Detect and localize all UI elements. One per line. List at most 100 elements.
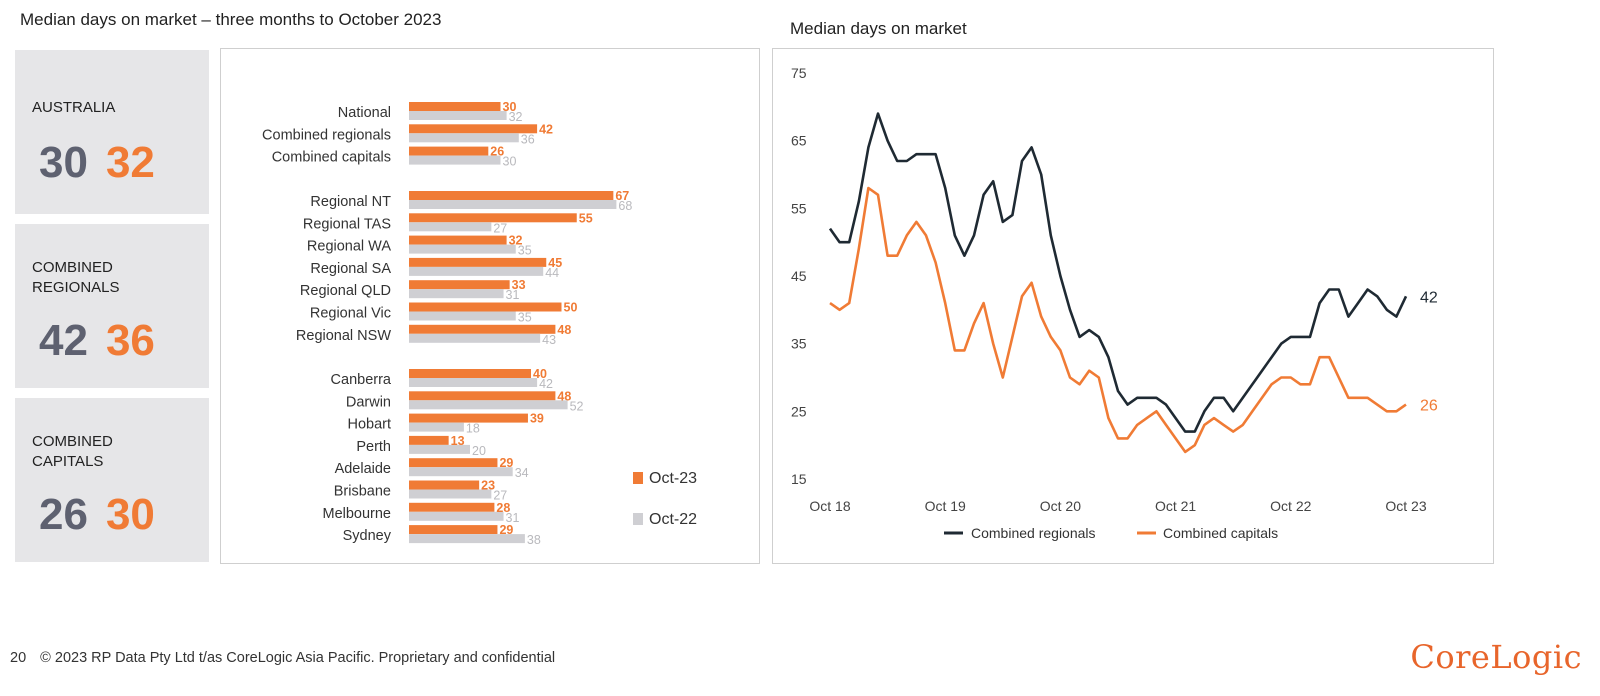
stat-box-combined-capitals: COMBINED CAPITALS 26 30 bbox=[15, 398, 209, 562]
y-tick-label: 55 bbox=[791, 200, 807, 216]
data-label-oct22: 31 bbox=[506, 288, 520, 302]
y-tick-label: 35 bbox=[791, 336, 807, 352]
data-label-oct23: 29 bbox=[499, 456, 513, 470]
page-number: 20 bbox=[10, 650, 27, 666]
y-tick-label: 45 bbox=[791, 268, 807, 284]
data-label-oct22: 18 bbox=[466, 422, 480, 436]
data-label-oct22: 31 bbox=[506, 511, 520, 525]
copyright-text: © 2023 RP Data Pty Ltd t/as CoreLogic As… bbox=[40, 650, 556, 666]
stat-value-oct23: 36 bbox=[105, 316, 155, 365]
series-line-combined-regionals bbox=[828, 112, 1408, 433]
y-tick-label: 25 bbox=[791, 403, 807, 419]
data-label-oct23: 48 bbox=[557, 323, 571, 337]
bar-oct23 bbox=[409, 324, 556, 334]
legend-label-oct23: Oct-23 bbox=[649, 470, 697, 487]
legend-swatch-oct23 bbox=[633, 472, 643, 484]
series-line-combined-capitals bbox=[829, 186, 1407, 454]
data-label-oct23: 67 bbox=[615, 189, 629, 203]
right-title: Median days on market bbox=[790, 19, 967, 38]
category-label: National bbox=[338, 105, 391, 121]
bar-oct23 bbox=[409, 146, 489, 156]
stat-value-oct23: 32 bbox=[105, 138, 155, 187]
bar-oct22 bbox=[409, 111, 507, 120]
category-label: Regional TAS bbox=[303, 216, 391, 232]
data-label-oct23: 28 bbox=[496, 501, 510, 515]
data-label-oct23: 32 bbox=[509, 234, 523, 248]
category-label: Regional NSW bbox=[296, 328, 391, 344]
left-title: Median days on market – three months to … bbox=[20, 10, 442, 29]
legend-label-combined-capitals: Combined capitals bbox=[1163, 525, 1278, 541]
category-label: Regional WA bbox=[307, 239, 391, 255]
data-label-oct23: 42 bbox=[539, 122, 553, 136]
footer: 20 © 2023 RP Data Pty Ltd t/as CoreLogic… bbox=[10, 650, 555, 666]
category-label: Brisbane bbox=[334, 484, 391, 500]
stat-box-australia: AUSTRALIA 30 32 bbox=[15, 50, 209, 214]
legend-label-combined-regionals: Combined regionals bbox=[971, 525, 1096, 541]
data-label-oct23: 39 bbox=[530, 412, 544, 426]
data-label-oct23: 29 bbox=[499, 523, 513, 537]
data-label-oct22: 43 bbox=[542, 333, 556, 347]
bar-oct23 bbox=[409, 257, 547, 267]
line-chart-panel: 15 25 35 45 55 65 75 Oct 18 Oct 19 Oct 20 Oct 21 Oc… bbox=[772, 48, 1494, 564]
bar-chart-panel: National 30 32 Combined regionals 42 36 Combin… bbox=[220, 48, 760, 564]
bar-oct22 bbox=[409, 511, 504, 521]
category-label: Sydney bbox=[343, 528, 392, 544]
bar-oct22 bbox=[409, 200, 617, 209]
category-label: Regional NT bbox=[310, 194, 391, 210]
category-label: Adelaide bbox=[335, 461, 391, 477]
bar-oct23 bbox=[409, 391, 556, 401]
data-label-oct22: 42 bbox=[539, 377, 553, 391]
x-tick-label: Oct 19 bbox=[925, 498, 966, 514]
bar-oct23 bbox=[409, 525, 498, 535]
bar-oct23 bbox=[409, 480, 480, 490]
data-label-oct22: 32 bbox=[509, 110, 523, 124]
data-label-oct22: 35 bbox=[518, 311, 532, 325]
bar-oct22 bbox=[409, 378, 538, 387]
bar-oct23 bbox=[409, 213, 577, 223]
x-tick-label: Oct 23 bbox=[1385, 498, 1426, 514]
data-label-oct22: 44 bbox=[545, 266, 559, 280]
data-label-oct22: 36 bbox=[521, 132, 535, 146]
data-label-oct23: 40 bbox=[533, 367, 547, 381]
bar-oct22 bbox=[409, 266, 544, 276]
stat-label: COMBINED CAPITALS bbox=[32, 433, 113, 470]
stat-values: 26 30 bbox=[39, 490, 155, 540]
bar-oct23 bbox=[409, 124, 538, 134]
bar-oct22 bbox=[409, 489, 492, 499]
stat-value-oct22: 42 bbox=[39, 316, 88, 365]
x-tick-label: Oct 18 bbox=[809, 498, 850, 514]
data-label-oct22: 27 bbox=[493, 221, 507, 235]
stat-label: COMBINED REGIONALS bbox=[32, 259, 120, 296]
data-label-oct23: 33 bbox=[512, 278, 526, 292]
stat-value-oct22: 30 bbox=[39, 138, 88, 187]
data-label-oct22: 34 bbox=[515, 466, 529, 480]
stat-label: AUSTRALIA bbox=[32, 99, 116, 116]
bar-oct23 bbox=[409, 502, 495, 512]
end-label: 42 bbox=[1420, 289, 1438, 306]
category-label: Melbourne bbox=[322, 506, 391, 522]
line-chart: 15 25 35 45 55 65 75 Oct 18 Oct 19 Oct 20 Oct 21 Oc… bbox=[791, 65, 1438, 541]
bar-oct22 bbox=[409, 311, 516, 321]
data-label-oct23: 13 bbox=[451, 434, 465, 448]
legend-swatch-oct22 bbox=[633, 513, 643, 525]
stat-box-combined-regionals: COMBINED REGIONALS 42 36 bbox=[15, 224, 209, 388]
x-tick-label: Oct 22 bbox=[1270, 498, 1311, 514]
bar-oct22 bbox=[409, 155, 501, 165]
bar-oct22 bbox=[409, 444, 470, 454]
data-label-oct22: 52 bbox=[570, 399, 584, 413]
data-label-oct23: 50 bbox=[564, 301, 578, 315]
data-label-oct23: 45 bbox=[548, 256, 562, 270]
stat-value-oct22: 26 bbox=[39, 490, 88, 539]
bar-oct23 bbox=[409, 302, 562, 312]
stat-values: 30 32 bbox=[39, 138, 155, 188]
category-label: Regional Vic bbox=[310, 306, 391, 322]
category-label: Canberra bbox=[331, 372, 392, 388]
bar-oct23 bbox=[409, 435, 449, 445]
bar-oct23 bbox=[409, 369, 531, 378]
data-label-oct22: 20 bbox=[472, 444, 486, 458]
category-label: Combined capitals bbox=[272, 150, 391, 166]
bar-oct22 bbox=[409, 534, 525, 544]
data-label-oct22: 68 bbox=[618, 199, 632, 213]
y-tick-label: 65 bbox=[791, 133, 807, 149]
y-tick-label: 15 bbox=[791, 471, 807, 487]
